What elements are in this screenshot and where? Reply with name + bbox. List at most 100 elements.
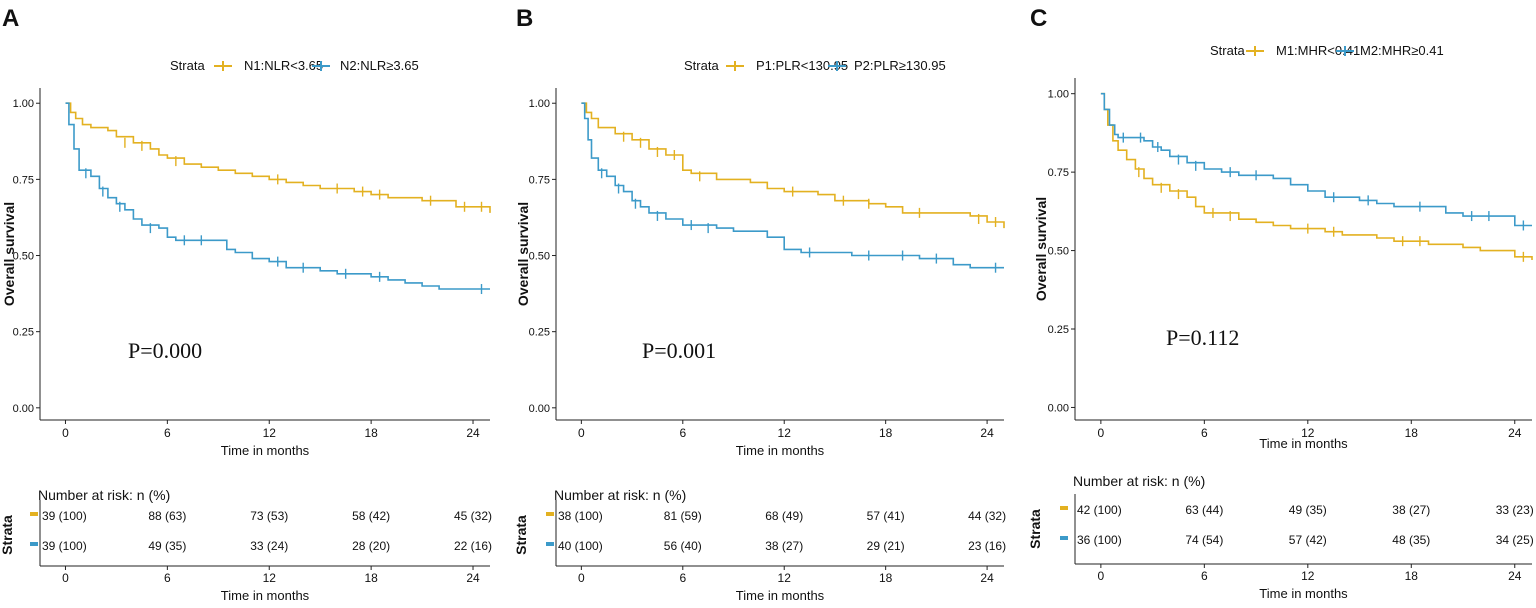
risk-x-tick-label: 24: [466, 571, 480, 585]
y-tick-label: 0.00: [529, 403, 550, 415]
risk-cell: 36 (100): [1077, 533, 1122, 547]
x-tick-label: 18: [364, 426, 378, 440]
y-tick-label: 1.00: [529, 98, 550, 110]
risk-table-side-label: Strata: [513, 515, 529, 555]
x-tick-label: 12: [778, 426, 792, 440]
risk-cell: 28 (20): [352, 539, 390, 553]
risk-x-tick-label: 6: [679, 571, 686, 585]
risk-cell: 63 (44): [1185, 503, 1223, 517]
risk-table-x-axis-label: Time in months: [1259, 586, 1348, 601]
y-axis-label: Overall survival: [1033, 197, 1049, 301]
x-tick-label: 0: [62, 426, 69, 440]
risk-cell: 38 (27): [765, 539, 803, 553]
y-axis-label: Overall survival: [515, 202, 531, 306]
y-tick-label: 0.25: [1048, 324, 1069, 336]
legend-title: Strata: [1210, 43, 1245, 58]
risk-cell: 81 (59): [664, 509, 702, 523]
risk-x-tick-label: 12: [263, 571, 277, 585]
risk-cell: 39 (100): [42, 539, 87, 553]
y-tick-label: 0.75: [13, 174, 34, 186]
risk-cell: 88 (63): [148, 509, 186, 523]
risk-cell: 33 (24): [250, 539, 288, 553]
p-value-annotation: P=0.112: [1166, 325, 1239, 350]
legend-title: Strata: [170, 58, 205, 73]
risk-table: Number at risk: n (%) Strata 39 (100) 88 (6…: [0, 487, 492, 603]
y-tick-label: 0.75: [529, 174, 550, 186]
risk-cell: 45 (32): [454, 509, 492, 523]
risk-row-color-2: [30, 542, 38, 546]
risk-x-tick-label: 0: [62, 571, 69, 585]
panel-b: B Strata P1:PLR<130.95 P2:PLR≥130.95 0.00 0.2…: [513, 5, 1006, 603]
y-tick-label: 1.00: [1048, 89, 1069, 101]
risk-cell: 73 (53): [250, 509, 288, 523]
x-tick-label: 24: [1508, 426, 1522, 440]
x-tick-label: 6: [164, 426, 171, 440]
risk-table: Number at risk: n (%) Strata 42 (100) 63 (4…: [1027, 473, 1534, 601]
risk-cell: 74 (54): [1185, 533, 1223, 547]
legend-label-2: P2:PLR≥130.95: [854, 58, 946, 73]
km-curve-series-1: [1100, 92, 1533, 260]
x-tick-label: 18: [879, 426, 893, 440]
x-tick-label: 18: [1405, 426, 1419, 440]
legend-title: Strata: [684, 58, 719, 73]
risk-table-x-axis-label: Time in months: [221, 588, 310, 603]
risk-x-tick-label: 18: [1405, 569, 1419, 583]
risk-cell: 34 (25): [1496, 533, 1534, 547]
risk-cell: 57 (41): [867, 509, 905, 523]
risk-cell: 39 (100): [42, 509, 87, 523]
km-curve-series-1: [581, 102, 1005, 229]
legend-label-2: N2:NLR≥3.65: [340, 58, 419, 73]
risk-table-title: Number at risk: n (%): [38, 487, 170, 503]
p-value-annotation: P=0.001: [642, 338, 716, 363]
x-axis-label: Time in months: [1259, 436, 1348, 451]
x-axis-label: Time in months: [736, 443, 825, 458]
x-tick-label: 12: [1301, 426, 1315, 440]
legend-label-1: P1:PLR<130.95: [756, 58, 848, 73]
risk-cell: 49 (35): [1289, 503, 1327, 517]
risk-cell: 40 (100): [558, 539, 603, 553]
panel-label: B: [516, 5, 533, 32]
y-tick-label: 0.50: [529, 251, 550, 263]
legend-label-1: N1:NLR<3.65: [244, 58, 323, 73]
risk-cell: 33 (23): [1496, 503, 1534, 517]
km-curve-series-2: [581, 102, 1004, 269]
y-tick-label: 0.00: [1048, 402, 1069, 414]
risk-cell: 48 (35): [1392, 533, 1430, 547]
legend: Strata N1:NLR<3.65 N2:NLR≥3.65: [170, 58, 419, 73]
x-tick-label: 24: [980, 426, 994, 440]
risk-cell: 57 (42): [1289, 533, 1327, 547]
legend-label-1: M1:MHR<0.41: [1276, 43, 1360, 58]
risk-x-tick-label: 12: [1301, 569, 1315, 583]
risk-x-tick-label: 24: [1508, 569, 1522, 583]
risk-x-tick-label: 6: [164, 571, 171, 585]
risk-cell: 56 (40): [664, 539, 702, 553]
x-tick-label: 12: [263, 426, 277, 440]
y-axis-label: Overall survival: [1, 202, 17, 306]
risk-row-color-2: [546, 542, 554, 546]
y-tick-label: 0.50: [1048, 246, 1069, 258]
km-curve-series-2: [1100, 92, 1532, 227]
y-tick-label: 1.00: [13, 98, 34, 110]
risk-cell: 29 (21): [867, 539, 905, 553]
km-curve-series-1: [65, 102, 491, 213]
panel-a: A Strata N1:NLR<3.65 N2:NLR≥3.65 0.00 0.25 0.5…: [0, 5, 492, 603]
risk-row-color-2: [1060, 536, 1068, 540]
risk-x-tick-label: 6: [1201, 569, 1208, 583]
risk-table-title: Number at risk: n (%): [554, 487, 686, 503]
x-tick-label: 24: [466, 426, 480, 440]
y-tick-label: 0.00: [13, 403, 34, 415]
risk-x-tick-label: 0: [1098, 569, 1105, 583]
x-tick-label: 0: [1098, 426, 1105, 440]
legend: Strata M1:MHR<0.41 M2:MHR≥0.41: [1210, 43, 1444, 58]
y-tick-label: 0.25: [529, 327, 550, 339]
risk-x-tick-label: 12: [778, 571, 792, 585]
x-tick-label: 6: [679, 426, 686, 440]
panel-label: C: [1030, 5, 1047, 32]
y-tick-label: 0.25: [13, 327, 34, 339]
y-tick-label: 0.75: [1048, 167, 1069, 179]
risk-x-tick-label: 18: [364, 571, 378, 585]
risk-table-side-label: Strata: [0, 515, 15, 555]
risk-table: Number at risk: n (%) Strata 38 (100) 81 (5…: [513, 487, 1006, 603]
panel-label: A: [2, 5, 19, 32]
